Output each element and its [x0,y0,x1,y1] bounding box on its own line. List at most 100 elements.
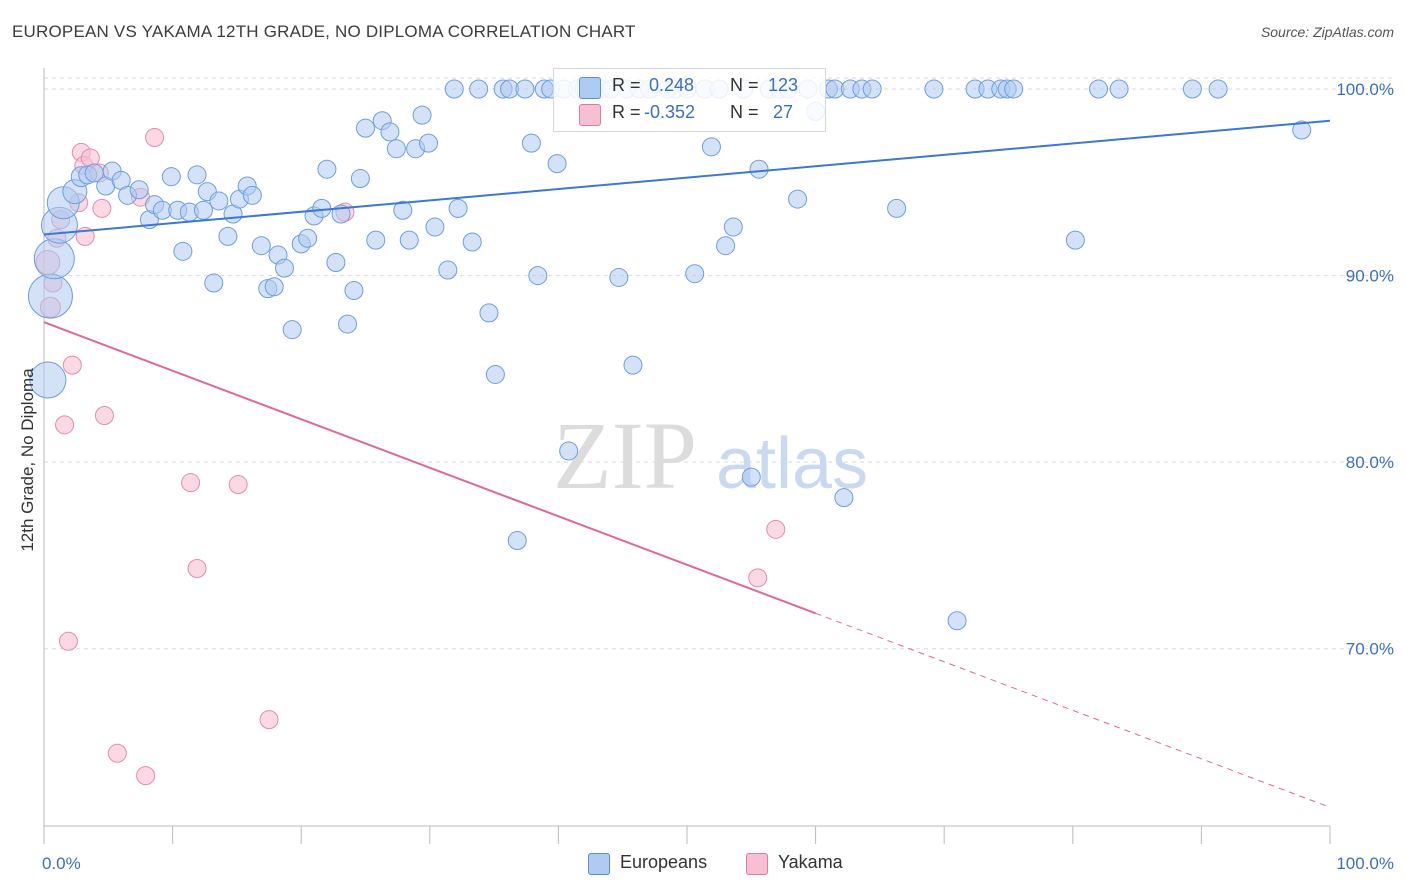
europeans-point [521,133,541,153]
europeans-point [507,531,527,551]
yakama-point [181,473,201,493]
europeans-point [337,314,357,334]
europeans-point [242,185,262,205]
europeans-point [317,159,337,179]
europeans-point [485,364,505,384]
europeans-point [209,191,229,211]
bottom-swatch-yakama [746,853,768,875]
yakama-point [92,198,112,218]
y-tick-label: 90.0% [1346,267,1394,286]
europeans-point [947,611,967,631]
europeans-point [749,159,769,179]
legend-row-europeans: R = 0.248 N = 123 [554,75,825,99]
chart-title: EUROPEAN VS YAKAMA 12TH GRADE, NO DIPLOM… [12,22,636,41]
legend-swatch-europeans [579,77,601,99]
europeans-point [741,467,761,487]
stats-legend: R = 0.248 N = 123 R = -0.352 N = 27 [553,68,826,132]
europeans-point [515,79,535,99]
europeans-point [723,217,743,237]
europeans-point [1004,79,1024,99]
europeans-point [444,79,464,99]
bottom-swatch-europeans [588,853,610,875]
europeans-point [187,165,207,185]
europeans-point [380,122,400,142]
europeans-point [438,260,458,280]
yakama-point [94,406,114,426]
yakama-point [145,128,165,147]
europeans-point [33,238,75,280]
europeans-point [609,267,629,287]
europeans-point [547,154,567,174]
yakama-point [58,631,78,651]
europeans-point [788,189,808,209]
europeans-point [834,488,854,508]
europeans-point [264,277,284,297]
x-tick-label-max: 100.0% [1336,854,1394,873]
trend-lines [43,119,1331,808]
europeans-points [27,79,1312,631]
europeans-point [462,232,482,252]
legend-swatch-yakama [579,104,601,126]
europeans-point [386,139,406,159]
europeans-point [298,228,318,248]
europeans-point [1208,79,1228,99]
europeans-point [469,79,489,99]
europeans-point [344,281,364,300]
legend-n-label: N = [730,75,759,95]
europeans-point [685,264,705,284]
europeans-point [251,236,271,256]
europeans-point [1182,79,1202,99]
europeans-point [129,180,149,200]
yakama-trend-extension [815,612,1331,808]
europeans-point [204,273,224,293]
yakama-point [62,355,82,375]
europeans-point [399,230,419,250]
axes [43,68,1331,844]
gridlines [44,77,1394,650]
yakama-point [259,710,279,730]
europeans-point [393,200,413,220]
europeans-trend-line [43,119,1331,236]
europeans-point [274,258,294,278]
yakama-point [107,743,127,763]
europeans-point [419,133,439,153]
legend-r-label: R = [612,75,641,95]
europeans-point [366,230,386,250]
legend-r-value: -0.352 [644,102,696,122]
y-axis-title: 12th Grade, No Diploma [18,368,37,552]
europeans-point [1109,79,1129,99]
europeans-point [356,118,375,138]
yakama-point [187,559,207,579]
yakama-point [136,766,156,786]
europeans-point [412,105,432,125]
europeans-point [193,200,213,220]
legend-r-label: R = [612,102,641,122]
yakama-point [766,519,786,539]
europeans-point [559,441,579,461]
legend-row-yakama: R = -0.352 N = 27 [554,102,825,126]
europeans-point [623,355,643,375]
europeans-point [1065,230,1085,250]
yakama-point [228,475,248,495]
europeans-point [1089,79,1109,99]
europeans-point [161,167,181,187]
axis-labels: 100.0% 90.0% 80.0% 70.0% 0.0% 100.0% 12th Grad… [18,80,1394,873]
legend-r-value: 0.248 [644,75,695,95]
europeans-point [27,273,73,319]
europeans-point [29,361,67,399]
legend-n-value: 123 [768,75,799,95]
europeans-point [218,226,238,246]
y-tick-label: 80.0% [1346,453,1394,472]
europeans-point [350,169,370,189]
europeans-point [326,253,346,273]
europeans-point [924,79,944,99]
europeans-point [1292,120,1312,140]
europeans-point [479,303,499,323]
europeans-point [701,137,721,157]
europeans-point [282,320,302,340]
europeans-point [425,217,445,237]
y-tick-label: 100.0% [1336,80,1394,99]
y-tick-label: 70.0% [1346,640,1394,659]
europeans-point [448,198,468,218]
legend-n-label: N = [730,102,759,122]
